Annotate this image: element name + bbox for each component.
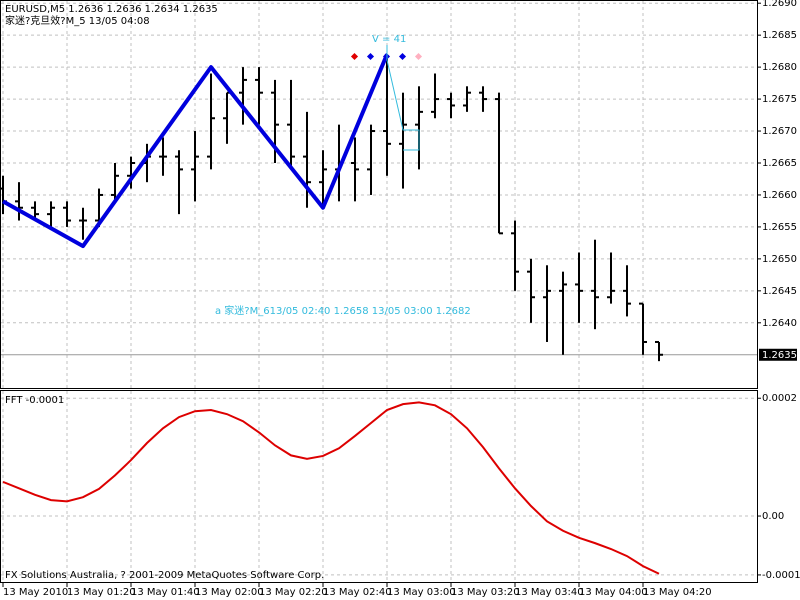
x-tick-label: 13 May 04:20 xyxy=(643,587,712,598)
x-tick-label: 13 May 2010 xyxy=(3,587,68,598)
y-tick-label: 1.2690 xyxy=(762,0,797,9)
y-tick-label: 1.2640 xyxy=(762,318,797,329)
x-tick-label: 13 May 03:00 xyxy=(387,587,456,598)
y-tick-label: 0.00 xyxy=(762,511,784,522)
marker xyxy=(350,52,359,61)
y-tick-label: 1.2660 xyxy=(762,190,797,201)
y-tick-label: 0.0002 xyxy=(762,393,797,404)
annotation: V = 41 xyxy=(372,34,406,45)
x-tick-label: 13 May 01:20 xyxy=(67,587,136,598)
y-tick-label: 1.2685 xyxy=(762,30,797,41)
y-tick-label: 1.2645 xyxy=(762,286,797,297)
last-price-box xyxy=(759,348,797,361)
chart-subtitle: 家迷?克旦效?M_5 13/05 04:08 xyxy=(5,14,150,27)
y-tick-label: 1.2670 xyxy=(762,126,797,137)
x-tick-label: 13 May 03:40 xyxy=(515,587,584,598)
y-tick-label: -0.0001 xyxy=(762,570,800,581)
x-tick-label: 13 May 01:40 xyxy=(131,587,200,598)
grid-layer xyxy=(1,1,757,582)
y-tick-label: 1.2680 xyxy=(762,62,797,73)
x-tick-label: 13 May 02:00 xyxy=(195,587,264,598)
last-price-label: 1.2635 xyxy=(762,350,797,361)
y-tick-label: 1.2675 xyxy=(762,94,797,105)
guide-line xyxy=(386,45,420,151)
y-tick-label: 1.2650 xyxy=(762,254,797,265)
marker xyxy=(414,52,423,61)
annotation: a 家迷?M_613/05 02:40 1.2658 13/05 03:00 1… xyxy=(215,304,471,317)
y-tick-label: 1.2655 xyxy=(762,222,797,233)
indicator-title: FFT -0.0001 xyxy=(5,395,64,406)
chart-title: EURUSD,M5 1.2636 1.2636 1.2634 1.2635 xyxy=(5,4,218,15)
x-tick-label: 13 May 03:20 xyxy=(451,587,520,598)
line xyxy=(2,401,660,575)
y-tick-label: 1.2665 xyxy=(762,158,797,169)
zigzag xyxy=(2,53,389,249)
marker xyxy=(366,52,375,61)
footer: FX Solutions Australia, ? 2001-2009 Meta… xyxy=(5,570,324,581)
x-tick-label: 13 May 02:40 xyxy=(323,587,392,598)
x-tick-label: 13 May 04:00 xyxy=(579,587,648,598)
signal-markers xyxy=(350,45,423,151)
marker xyxy=(398,52,407,61)
x-tick-label: 13 May 02:20 xyxy=(259,587,328,598)
marks-layer xyxy=(0,53,663,575)
indicator-panel xyxy=(0,390,758,583)
